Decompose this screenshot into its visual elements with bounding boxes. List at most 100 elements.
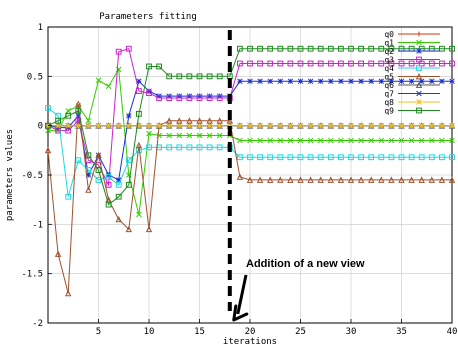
annotation-text: Addition of a new view — [246, 258, 365, 270]
data-point — [237, 45, 243, 52]
data-point — [237, 154, 243, 161]
data-point — [176, 73, 183, 80]
data-point — [398, 78, 405, 84]
data-point — [257, 122, 263, 129]
data-point — [257, 137, 263, 144]
data-point — [328, 137, 334, 144]
series-group — [44, 45, 456, 297]
data-point — [418, 154, 425, 161]
data-point — [388, 78, 395, 84]
series-q3 — [45, 45, 455, 188]
legend-label: q8 — [384, 98, 394, 107]
data-point — [408, 122, 415, 129]
series-q5 — [44, 100, 456, 297]
data-point — [388, 176, 395, 183]
data-point — [449, 60, 455, 67]
data-point — [266, 176, 274, 183]
annotation-arrow — [232, 274, 249, 322]
legend-label: q1 — [384, 39, 394, 48]
data-point — [408, 176, 415, 183]
data-point — [328, 78, 334, 84]
data-point — [415, 81, 423, 88]
data-point — [358, 137, 364, 144]
data-point — [257, 60, 264, 67]
data-point — [115, 122, 122, 129]
data-point — [186, 132, 193, 139]
data-point — [439, 137, 445, 144]
x-tick-label: 15 — [194, 327, 205, 337]
data-point — [398, 154, 405, 161]
data-point — [439, 122, 445, 129]
data-point — [338, 78, 344, 84]
data-point — [267, 60, 274, 67]
data-point — [287, 137, 294, 144]
data-point — [368, 45, 375, 52]
data-point — [267, 45, 274, 52]
data-point — [408, 137, 415, 144]
data-point — [95, 167, 102, 173]
data-point — [327, 45, 334, 52]
data-point — [85, 117, 92, 124]
data-point — [186, 95, 193, 101]
data-point — [196, 144, 203, 151]
data-point — [256, 176, 264, 183]
legend-label: q5 — [384, 73, 394, 82]
data-point — [54, 250, 62, 257]
data-point — [277, 122, 284, 129]
data-point — [267, 122, 273, 129]
data-point — [418, 78, 425, 84]
data-point — [416, 39, 422, 46]
data-point — [398, 60, 405, 67]
data-point — [368, 137, 374, 144]
data-point — [428, 176, 436, 183]
data-point — [368, 78, 374, 84]
data-point — [358, 122, 364, 129]
data-point — [55, 117, 62, 124]
legend-label: q3 — [384, 56, 394, 65]
data-point — [317, 137, 324, 144]
data-point — [338, 137, 344, 144]
data-point — [216, 144, 223, 151]
data-point — [45, 105, 51, 111]
data-point — [429, 78, 435, 84]
data-point — [388, 60, 395, 67]
data-point — [297, 154, 304, 161]
data-point — [257, 45, 264, 52]
data-point — [196, 122, 203, 129]
data-point — [55, 122, 61, 129]
legend-item-q0: q0 — [384, 30, 440, 39]
data-point — [247, 60, 253, 67]
data-point — [367, 176, 375, 183]
data-point — [287, 154, 294, 161]
data-point — [156, 122, 162, 129]
data-point — [357, 176, 365, 183]
data-point — [115, 215, 122, 223]
data-point — [257, 78, 263, 84]
data-point — [438, 176, 446, 183]
data-point — [338, 60, 344, 67]
data-point — [408, 60, 415, 67]
data-point — [348, 154, 354, 161]
data-point — [105, 201, 112, 208]
data-point — [277, 78, 284, 84]
series-q9 — [45, 45, 455, 208]
data-point — [449, 45, 455, 52]
data-point — [216, 95, 223, 101]
series-q8 — [45, 122, 455, 129]
data-point — [65, 193, 72, 200]
legend-label: q0 — [384, 30, 394, 39]
data-point — [388, 45, 395, 52]
data-point — [176, 132, 183, 139]
data-point — [429, 137, 435, 144]
data-point — [378, 60, 385, 67]
series-line-q9 — [47, 48, 452, 206]
data-point — [348, 122, 354, 129]
data-point — [146, 90, 152, 97]
series-line-q4 — [47, 107, 452, 197]
data-point — [398, 137, 405, 144]
data-point — [348, 78, 354, 84]
data-point — [267, 154, 274, 161]
data-point — [85, 122, 92, 129]
data-point — [368, 60, 375, 67]
data-point — [307, 45, 314, 52]
